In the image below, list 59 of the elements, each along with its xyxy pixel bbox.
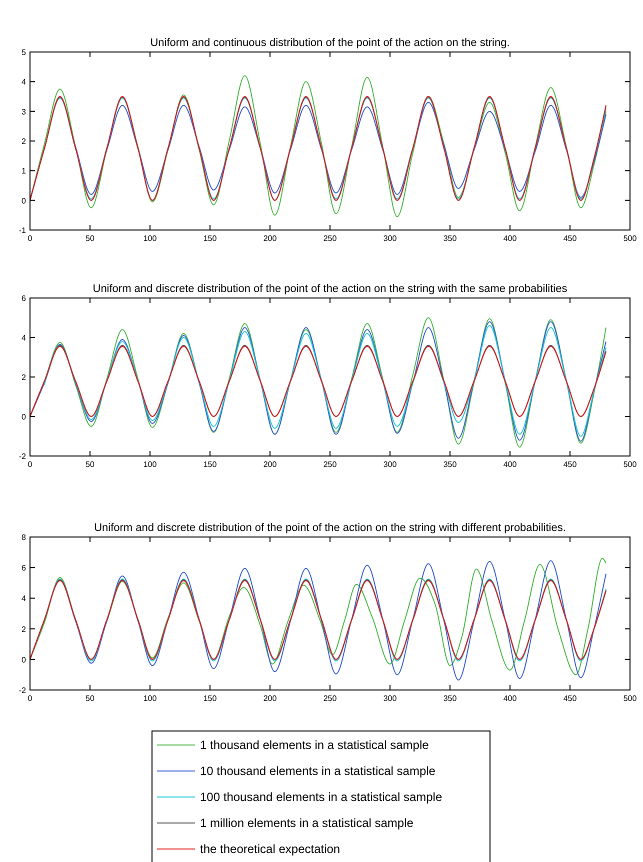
y-tick-label: 0	[22, 655, 27, 664]
x-tick-label: 200	[263, 694, 278, 703]
x-tick-label: 350	[443, 694, 458, 703]
x-tick-label: 350	[443, 234, 458, 243]
y-tick-label: 4	[22, 334, 27, 342]
x-tick-label: 0	[28, 694, 33, 703]
y-tick-label: 2	[22, 373, 27, 382]
y-tick-label: 8	[22, 533, 27, 542]
x-tick-label: 400	[503, 694, 518, 703]
x-tick-label: 500	[623, 694, 638, 703]
y-tick-label: -2	[18, 452, 27, 461]
y-tick-label: 2	[22, 137, 27, 146]
y-tick-label: -2	[18, 686, 27, 695]
y-tick-label: 0	[22, 412, 27, 422]
x-tick-label: 0	[28, 234, 33, 243]
x-tick-label: 150	[203, 234, 218, 243]
x-tick-label: 150	[203, 694, 218, 703]
x-tick-label: 100	[143, 460, 158, 469]
legend-label: 1 thousand elements in a statistical sample	[200, 738, 430, 752]
y-tick-label: 4	[22, 594, 27, 604]
x-tick-label: 300	[383, 234, 398, 243]
x-tick-label: 100	[143, 234, 158, 243]
x-tick-label: 50	[86, 694, 95, 703]
x-tick-label: 50	[86, 460, 95, 469]
y-tick-label: 1	[22, 166, 27, 176]
x-tick-label: 300	[383, 460, 398, 469]
y-tick-label: 0	[22, 196, 27, 206]
legend-label: 100 thousand elements in a statistical sample	[200, 790, 442, 804]
chart-title: Uniform and discrete distribution of the point of the action on the string with the same probabilities	[92, 283, 568, 295]
x-tick-label: 400	[503, 234, 518, 243]
x-tick-label: 0	[28, 460, 33, 469]
legend-label: the theoretical expectation	[200, 842, 340, 856]
legend-label: 10 thousand elements in a statistical sample	[200, 764, 436, 778]
y-tick-label: -1	[18, 226, 27, 235]
x-tick-label: 200	[263, 234, 278, 243]
y-tick-label: 6	[22, 564, 27, 573]
x-tick-label: 500	[623, 460, 638, 469]
x-tick-label: 150	[203, 460, 218, 469]
x-tick-label: 300	[383, 694, 398, 703]
x-tick-label: 250	[323, 234, 338, 243]
chart-title: Uniform and continuous distribution of the point of the action on the string.	[150, 37, 510, 49]
y-tick-label: 5	[22, 48, 27, 57]
y-tick-label: 3	[22, 107, 27, 116]
y-tick-label: 6	[22, 294, 27, 303]
legend-label: 1 million elements in a statistical sample	[200, 816, 414, 830]
x-tick-label: 250	[323, 460, 338, 469]
x-tick-label: 500	[623, 234, 638, 243]
x-tick-label: 250	[323, 694, 338, 703]
x-tick-label: 50	[86, 234, 95, 243]
x-tick-label: 450	[563, 234, 578, 243]
x-tick-label: 100	[143, 694, 158, 703]
x-tick-label: 400	[503, 460, 518, 469]
x-tick-label: 450	[563, 694, 578, 703]
y-tick-label: 4	[22, 78, 27, 87]
x-tick-label: 200	[263, 460, 278, 469]
chart-title: Uniform and discrete distribution of the point of the action on the string with different probabilities.	[94, 522, 566, 534]
x-tick-label: 350	[443, 460, 458, 469]
x-tick-label: 450	[563, 460, 578, 469]
y-tick-label: 2	[22, 624, 27, 634]
